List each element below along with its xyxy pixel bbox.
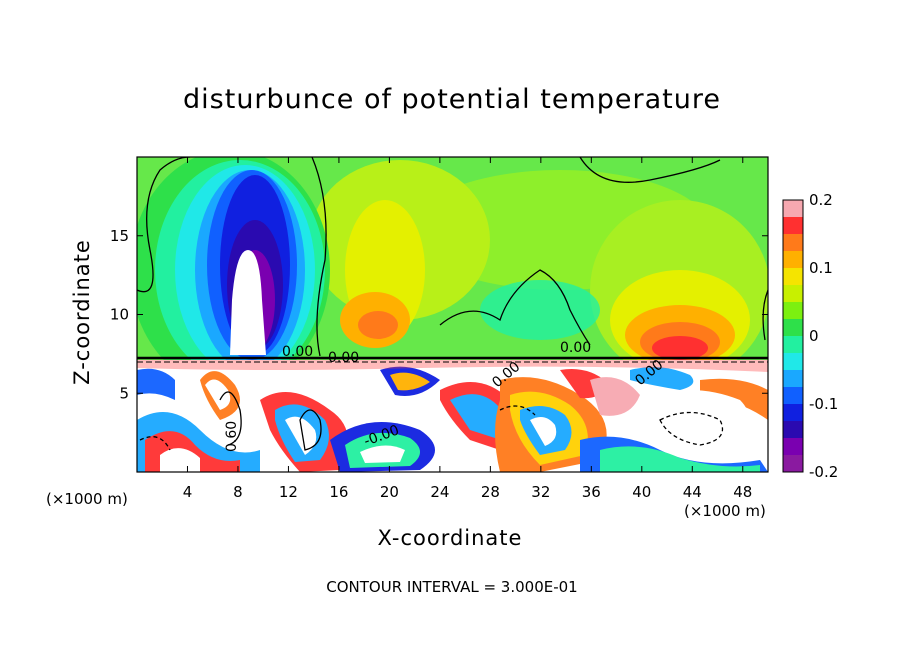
colorbar-tick-label: -0.1 <box>809 395 838 413</box>
x-tick-label: 12 <box>279 483 298 501</box>
x-tick-label: 44 <box>683 483 702 501</box>
colorbar-frame <box>782 199 804 473</box>
colorbar-swatch <box>783 217 803 235</box>
contour-label: 0.00 <box>328 350 359 366</box>
colorbar-swatch <box>783 251 803 269</box>
colorbar-swatch <box>783 404 803 422</box>
colorbar-tick-label: 0.2 <box>809 191 833 209</box>
x-tick-label: 36 <box>582 483 601 501</box>
colorbar-swatch <box>783 285 803 303</box>
x-tick-label: 20 <box>380 483 399 501</box>
colorbar-swatch <box>783 421 803 439</box>
contour-lines <box>137 157 768 451</box>
x-tick-label: 48 <box>733 483 752 501</box>
x-axis-label: X-coordinate <box>377 526 523 550</box>
colorbar-swatch <box>783 200 803 218</box>
y-tick-label: 5 <box>119 384 129 402</box>
colorbar-tick-label: 0.1 <box>809 259 833 277</box>
colorbar-swatch <box>783 438 803 456</box>
contour-label: 0.60 <box>224 421 240 452</box>
contour-interval-note: CONTOUR INTERVAL = 3.000E-01 <box>326 578 578 596</box>
x-tick-label: 16 <box>329 483 348 501</box>
x-axis: 4 8 12 16 20 24 28 32 36 40 44 48 <box>183 157 752 501</box>
y-axis: 5 10 15 <box>110 227 768 402</box>
colorbar-swatch <box>783 455 803 473</box>
contour-label: 0.00 <box>282 344 313 360</box>
colorbar: 0.2 0.1 0 -0.1 -0.2 <box>782 191 838 481</box>
x-unit-label-right: (×1000 m) <box>684 502 766 520</box>
contour-label: 0.00 <box>560 340 591 356</box>
colorbar-swatch <box>783 234 803 252</box>
colorbar-swatch <box>783 319 803 337</box>
heatmap-field <box>137 157 768 472</box>
x-tick-label: 28 <box>481 483 500 501</box>
x-tick-label: 4 <box>183 483 193 501</box>
colorbar-swatch <box>783 387 803 405</box>
x-tick-label: 24 <box>430 483 449 501</box>
x-tick-label: 8 <box>233 483 243 501</box>
x-tick-label: 32 <box>531 483 550 501</box>
x-tick-label: 40 <box>632 483 651 501</box>
y-axis-label: Z-coordinate <box>70 239 94 385</box>
colorbar-swatch <box>783 336 803 354</box>
colorbar-swatch <box>783 302 803 320</box>
colorbar-tick-label: -0.2 <box>809 463 838 481</box>
colorbar-swatch <box>783 268 803 286</box>
y-tick-label: 15 <box>110 227 129 245</box>
colorbar-swatch <box>783 370 803 388</box>
colorbar-tick-label: 0 <box>809 327 819 345</box>
x-unit-label-left: (×1000 m) <box>46 490 128 508</box>
colorbar-swatch <box>783 353 803 371</box>
chart-title: disturbunce of potential temperature <box>183 84 721 115</box>
y-tick-label: 10 <box>110 306 129 324</box>
